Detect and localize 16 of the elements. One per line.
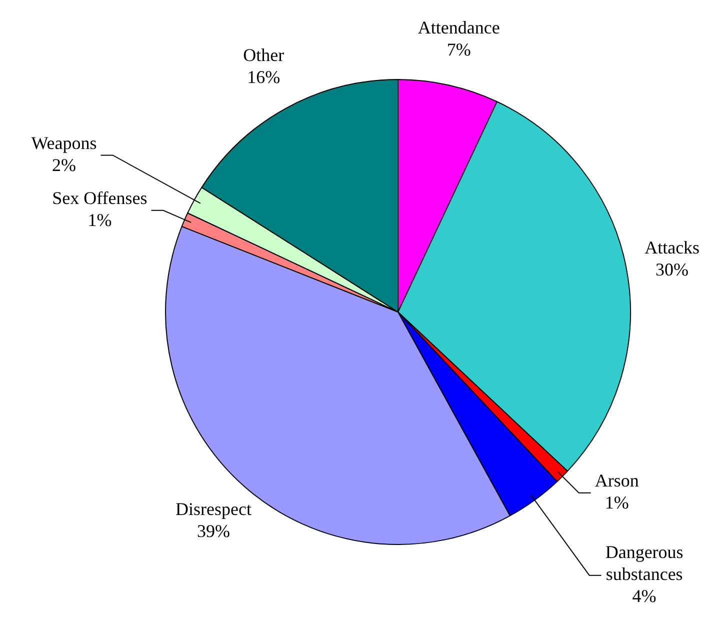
data-label: 4% [632,586,656,606]
slice-label: Disrespect [176,499,252,520]
data-label: 30% [656,259,689,280]
data-label: 2% [52,154,76,175]
data-label: 39% [196,521,230,542]
slice-label: Sex Offenses [52,188,148,208]
data-label: 16% [247,67,280,88]
data-label: 7% [446,39,471,60]
slice-label: Attendance [418,17,500,38]
data-label: 1% [88,210,112,230]
slice-label: Weapons [31,132,97,153]
slice-label: Dangerous substances [605,542,684,584]
slice-label: Arson [594,470,639,491]
data-label: 1% [604,492,629,513]
slice-label: Other [243,45,284,66]
slice-label: Attacks [644,237,700,258]
